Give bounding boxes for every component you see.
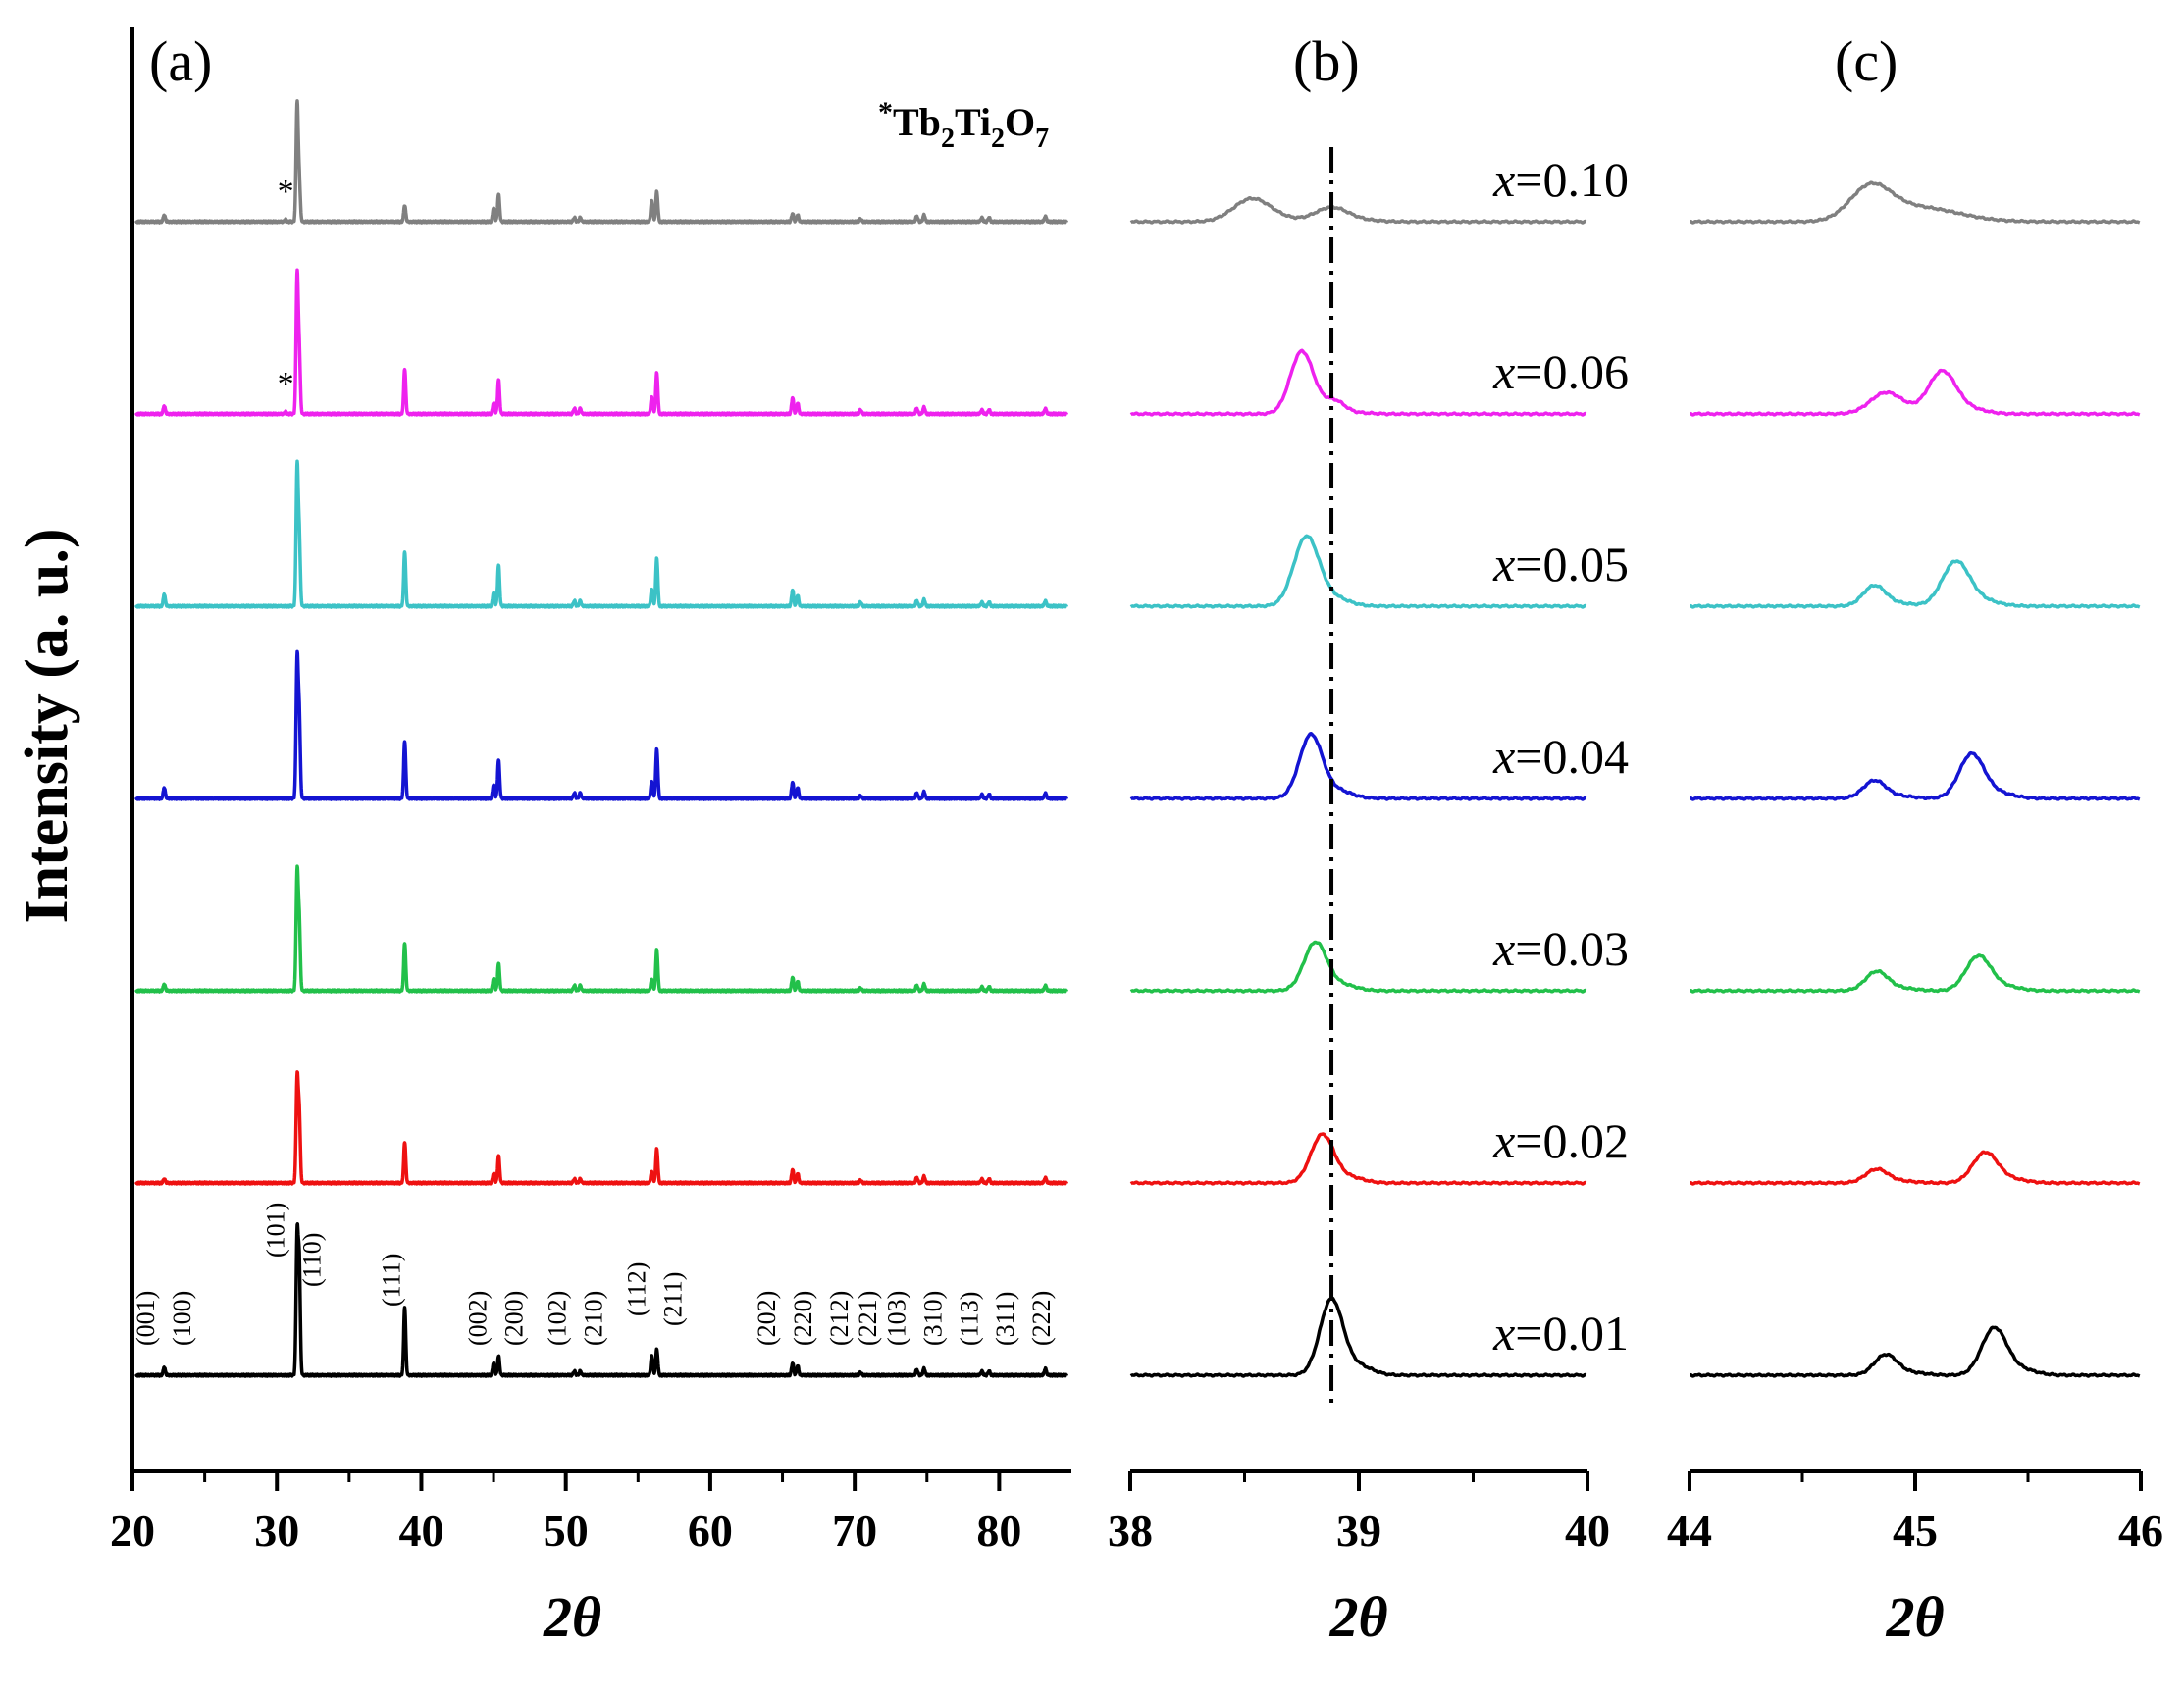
panel-a-hkl-labels: (001) (100) (101)(110) (111) (002) (200) (102)… (131, 1203, 1056, 1346)
panel-c-x-tick-label: 46 (2118, 1506, 2163, 1556)
panel-a-series-x=0.04 (134, 649, 1069, 801)
panel-a-impurity-markers: ** (278, 174, 294, 402)
hkl-label: (200) (500, 1291, 529, 1346)
sample-label-x=0.05: x=0.05 (1492, 537, 1629, 591)
hkl-label: (001) (131, 1291, 160, 1346)
sample-label-x=0.04: x=0.04 (1492, 729, 1629, 784)
panel-c-series-x=0.06 (1689, 368, 2141, 417)
panel-a-label: (a) (149, 29, 212, 93)
panel-b-series (1129, 195, 1587, 1378)
panel-c-x-axis-title: 2θ (1885, 1585, 1944, 1649)
panel-a-x-tick-label: 80 (976, 1506, 1021, 1556)
panel-a-x-tick-label: 60 (688, 1506, 733, 1556)
panel-c-series (1689, 180, 2141, 1378)
sample-label-x=0.01: x=0.01 (1492, 1306, 1629, 1361)
panel-b-series-x=0.01 (1129, 1296, 1587, 1378)
panel-b-series-x=0.10 (1129, 195, 1587, 225)
panel-b-x-tick-label: 40 (1565, 1506, 1610, 1556)
panel-b-axes: 38 39 40 2θ (1108, 1469, 1610, 1649)
panel-c-x-tick-label: 44 (1667, 1506, 1712, 1556)
impurity-marker: * (278, 366, 294, 402)
hkl-label: (310) (919, 1291, 948, 1346)
hkl-label: (222) (1027, 1291, 1056, 1346)
hkl-label: (211) (659, 1272, 688, 1326)
panel-b-series-x=0.04 (1129, 731, 1587, 801)
hkl-label: (002) (464, 1291, 493, 1346)
panel-a-x-tick-label: 70 (832, 1506, 877, 1556)
y-axis-title: Intensity (a. u.) (14, 528, 80, 923)
panel-c-series-x=0.01 (1689, 1325, 2141, 1378)
panel-a-x-axis-title: 2θ (543, 1585, 601, 1649)
hkl-label: (311) (991, 1292, 1019, 1346)
panel-c-series-x=0.10 (1689, 180, 2141, 225)
hkl-label: (102) (544, 1291, 572, 1346)
sample-labels: x=0.01 x=0.02 x=0.03 x=0.04 x=0.05 x=0.06 x=0.… (1492, 152, 1629, 1361)
panel-a-series-x=0.05 (134, 459, 1069, 609)
hkl-label: (202) (753, 1291, 781, 1346)
hkl-label: (112) (623, 1262, 651, 1316)
sample-label-x=0.03: x=0.03 (1492, 921, 1629, 976)
panel-a-x-tick-label: 40 (398, 1506, 443, 1556)
panel-a: (a) 20 30 40 50 60 70 80 2θ (001) (100) (101)(110… (110, 27, 1071, 1649)
panel-a-series-x=0.01 (134, 1222, 1069, 1378)
hkl-label: (100) (168, 1291, 196, 1346)
panel-a-series-x=0.06 (134, 268, 1069, 417)
hkl-label: (210) (580, 1291, 608, 1346)
panel-c-series-x=0.02 (1689, 1150, 2141, 1186)
hkl-label: (221) (854, 1291, 882, 1346)
panel-b-label: (b) (1293, 29, 1360, 93)
panel-c-series-x=0.05 (1689, 559, 2141, 609)
panel-c: (c) 44 45 46 2θ (1667, 29, 2163, 1649)
impurity-marker: * (278, 174, 294, 210)
hkl-label: (220) (789, 1291, 817, 1346)
panel-b: (b) 38 39 40 2θ (1108, 29, 1610, 1649)
hkl-label: (212) (825, 1291, 854, 1346)
panel-a-impurity-annotation: *Tb2Ti2O7 (878, 96, 1049, 154)
hkl-label: (101) (262, 1203, 290, 1258)
panel-c-label: (c) (1835, 29, 1898, 93)
panel-c-axes: 44 45 46 2θ (1667, 1469, 2163, 1649)
panel-a-x-tick-label: 30 (254, 1506, 299, 1556)
panel-b-series-x=0.02 (1129, 1132, 1587, 1186)
hkl-label: (103) (883, 1291, 911, 1346)
panel-b-series-x=0.05 (1129, 534, 1587, 609)
panel-b-x-tick-label: 39 (1336, 1506, 1381, 1556)
panel-b-x-axis-title: 2θ (1328, 1585, 1387, 1649)
sample-label-x=0.06: x=0.06 (1492, 344, 1629, 399)
panel-c-series-x=0.04 (1689, 750, 2141, 801)
panel-a-series-x=0.03 (134, 864, 1069, 994)
hkl-label: (111) (377, 1254, 405, 1307)
panel-a-x-tick-label: 20 (110, 1506, 155, 1556)
hkl-label: (110) (297, 1233, 326, 1287)
panel-a-axes: 20 30 40 50 60 70 80 2θ (110, 27, 1071, 1649)
panel-a-x-tick-label: 50 (544, 1506, 589, 1556)
sample-label-x=0.02: x=0.02 (1492, 1113, 1629, 1168)
panel-a-series-x=0.02 (134, 1070, 1069, 1186)
panel-b-x-tick-label: 38 (1108, 1506, 1153, 1556)
sample-label-x=0.10: x=0.10 (1492, 152, 1629, 207)
panel-c-series-x=0.03 (1689, 953, 2141, 994)
panel-a-series (134, 99, 1069, 1378)
hkl-label: (113) (955, 1292, 983, 1346)
panel-b-series-x=0.06 (1129, 348, 1587, 417)
panel-c-x-tick-label: 45 (1893, 1506, 1938, 1556)
panel-a-series-x=0.10 (134, 99, 1069, 225)
panel-b-series-x=0.03 (1129, 940, 1587, 994)
